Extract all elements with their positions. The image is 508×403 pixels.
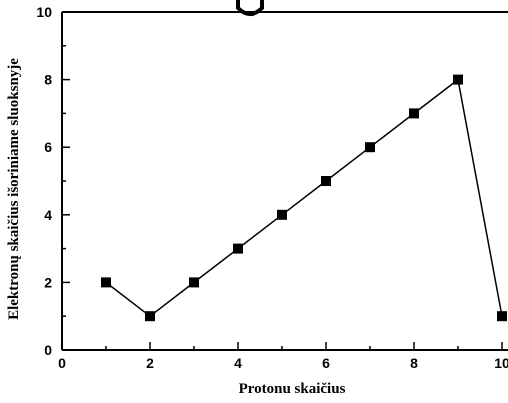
data-point bbox=[189, 277, 199, 288]
y-tick-label: 0 bbox=[44, 342, 52, 358]
y-tick-label: 2 bbox=[44, 274, 52, 290]
data-point bbox=[321, 176, 331, 186]
data-point bbox=[453, 74, 463, 85]
x-tick-label: 4 bbox=[234, 355, 242, 371]
x-axis-title: Protonu skaičius bbox=[239, 381, 346, 397]
data-point bbox=[277, 209, 287, 220]
data-point bbox=[233, 243, 243, 254]
x-tick-label: 10 bbox=[494, 355, 508, 371]
clipped-glyph bbox=[236, 0, 264, 16]
series-line bbox=[105, 78, 503, 318]
data-point bbox=[145, 311, 155, 322]
data-point bbox=[101, 277, 111, 288]
y-tick-label: 4 bbox=[44, 207, 52, 223]
x-tick-label: 0 bbox=[58, 355, 66, 371]
data-point bbox=[409, 108, 419, 119]
y-tick-label: 6 bbox=[44, 139, 52, 155]
y-axis-title: Elektronų skaičius išoriniame sluoksnyje bbox=[6, 58, 22, 320]
y-tick-label: 10 bbox=[36, 4, 52, 20]
x-tick-label: 2 bbox=[146, 355, 154, 371]
data-point bbox=[497, 311, 507, 322]
x-tick-label: 8 bbox=[410, 355, 418, 371]
x-tick-label: 6 bbox=[322, 355, 330, 371]
y-tick-label: 8 bbox=[44, 72, 52, 88]
data-point bbox=[365, 142, 375, 153]
